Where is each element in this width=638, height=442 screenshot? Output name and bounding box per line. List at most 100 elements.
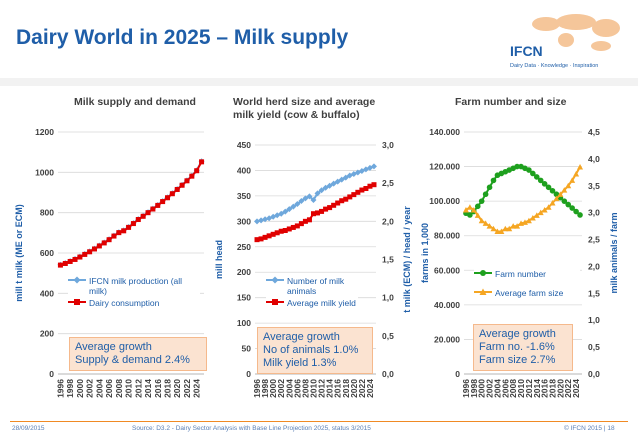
chart1-series-2-point — [174, 186, 180, 192]
footer-source: Source: D3.2 - Dairy Sector Analysis wit… — [132, 425, 371, 432]
chart2-ytick-label: 400 — [237, 165, 251, 175]
chart3-ytick-label: 0 — [455, 369, 460, 379]
chart2-series-2-point — [310, 211, 316, 217]
chart2-series-2-point — [351, 192, 357, 198]
chart2-xtick-label: 1996 — [252, 379, 262, 398]
chart1-series-2-point — [184, 178, 190, 184]
chart3-series-2-point — [502, 225, 509, 232]
chart2-ytick-label: 350 — [237, 191, 251, 201]
chart2-title: World herd size and average milk yield (… — [233, 96, 376, 121]
chart1-xtick-label: 2010 — [124, 379, 134, 398]
chart2-series-2-point — [290, 224, 296, 230]
chart3-growth-note: Average growth Farm no. -1.6% Farm size … — [473, 324, 573, 371]
chart3-series-1-point — [577, 212, 583, 218]
chart3-series-1-point — [565, 201, 572, 208]
chart3-series-2-point — [561, 187, 568, 193]
legend-yield-swatch — [266, 299, 284, 305]
legend-farm-size-label: Average farm size — [495, 288, 564, 298]
chart1-xtick-label: 2022 — [182, 379, 192, 398]
chart2-series-1-point — [342, 174, 349, 181]
chart2-xtick-label: 2006 — [292, 379, 302, 398]
note-line: Milk yield 1.3% — [263, 357, 337, 369]
chart1-ytick-label: 1200 — [35, 127, 54, 137]
chart2-series-2-point — [298, 221, 304, 227]
chart3-xtick-label: 2012 — [524, 379, 534, 398]
chart1-series-2-point — [165, 195, 170, 201]
chart1-series-2-point — [140, 213, 146, 219]
chart1-series-2-point — [199, 159, 205, 165]
chart1-growth-note: Average growth Supply & demand 2.4% — [69, 337, 207, 371]
chart3-series-2-point — [486, 223, 493, 229]
chart2-ytick-label: 150 — [237, 293, 251, 303]
note-line: Average growth — [479, 328, 556, 340]
chart3-series-1-point — [573, 208, 579, 215]
chart2-xtick-label: 2000 — [268, 379, 278, 398]
chart1-series-2-point — [111, 233, 117, 239]
chart2-series-2-point — [335, 200, 341, 206]
chart2-series-2-point — [278, 228, 284, 234]
chart3-ytick-label: 40.000 — [434, 300, 460, 310]
chart2-series-2-point — [367, 183, 373, 189]
chart1-series-2-point — [121, 228, 127, 234]
chart2-series-2-point — [371, 182, 377, 188]
chart2-series-1-point — [306, 193, 313, 200]
chart1-series-2-point — [169, 191, 175, 197]
chart2-legend: Number of milk animals Average milk yiel… — [266, 276, 358, 310]
chart3-series-2-point — [506, 225, 513, 232]
note-line: Farm no. -1.6% — [479, 341, 555, 353]
chart2-series-1-point — [262, 216, 269, 223]
world-map-icon — [532, 14, 620, 51]
chart2-xtick-label: 2020 — [349, 379, 359, 398]
chart1-series-2-point — [67, 258, 73, 264]
chart2-series-2-point — [282, 227, 288, 233]
chart1-ytick-label: 800 — [40, 208, 54, 218]
chart3-series-2-point — [541, 206, 548, 213]
chart3-ytick-label: 60.000 — [434, 265, 460, 275]
chart1-xtick-label: 2014 — [143, 379, 153, 398]
chart2-series-2-point — [347, 194, 353, 200]
chart2-series-2-point — [258, 236, 264, 242]
chart1-xtick-label: 2000 — [75, 379, 85, 398]
chart3-y2tick-label: 1,5 — [588, 288, 600, 298]
chart1-series-2-point — [150, 206, 156, 212]
chart2-series-1-point — [314, 190, 321, 197]
chart1-xtick-label: 2012 — [133, 379, 143, 398]
chart3-series-2-point — [557, 191, 564, 197]
ifcn-logo: IFCN Dairy Data · Knowledge · Inspiratio… — [510, 14, 620, 69]
chart2-xtick-label: 2024 — [365, 379, 375, 398]
chart2-series-1-point — [322, 184, 329, 191]
legend-yield-label: Average milk yield — [287, 298, 356, 308]
chart2-series-1-point — [334, 178, 341, 185]
chart3-xtick-label: 2006 — [500, 379, 510, 398]
chart3-ytick-label: 100.000 — [429, 196, 460, 206]
note-line: Farm size 2.7% — [479, 354, 556, 366]
chart3-series-2-point — [545, 204, 552, 210]
chart2-series-2-point — [302, 218, 308, 224]
chart3-legend: Farm number Average farm size — [474, 269, 580, 300]
chart3-ytick-label: 20.000 — [434, 334, 460, 344]
chart3-y2tick-label: 4,5 — [588, 127, 600, 137]
chart2-series-2-point — [286, 226, 292, 232]
chart3-series-1-point — [561, 198, 568, 204]
chart3-xtick-label: 2002 — [485, 379, 495, 398]
chart2-series-2-point — [327, 205, 333, 211]
chart1-series-2-point — [130, 221, 136, 227]
chart2-series-1-point — [286, 206, 293, 213]
legend-consumption-label: Dairy consumption — [89, 298, 160, 308]
chart2-series-2-point — [262, 234, 268, 240]
chart1-series-2-point — [96, 243, 102, 249]
chart3-series-2-point — [577, 163, 584, 170]
chart2-series-1-point — [258, 217, 265, 224]
chart1-series-2-line — [60, 161, 203, 267]
legend-farm-number-label: Farm number — [495, 269, 547, 279]
chart2-xtick-label: 2010 — [308, 379, 318, 398]
chart3-y2tick-label: 3,5 — [588, 181, 600, 191]
chart3-series-1-point — [569, 205, 575, 211]
chart2-ytick-label: 200 — [237, 267, 251, 277]
chart3-series-1-point — [526, 167, 532, 173]
chart2-series-1-point — [330, 180, 337, 187]
chart3-series-1-point — [474, 203, 481, 210]
chart1-xtick-label: 2018 — [163, 379, 173, 398]
logo-tagline: Dairy Data · Knowledge · Inspiration — [510, 63, 598, 69]
